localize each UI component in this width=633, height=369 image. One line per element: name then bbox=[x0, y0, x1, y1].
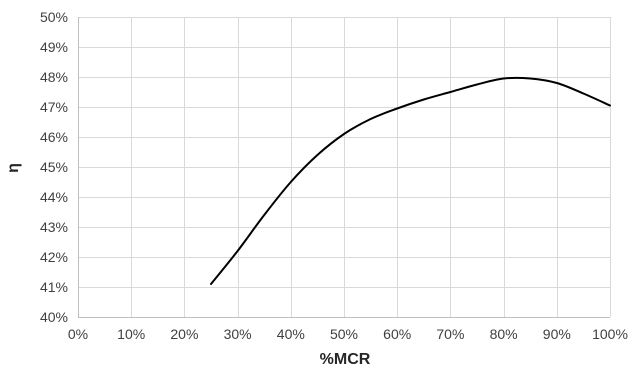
x-tick-label: 40% bbox=[277, 326, 305, 342]
x-tick-label: 10% bbox=[117, 326, 145, 342]
y-tick-label: 44% bbox=[40, 189, 68, 205]
x-tick-label: 70% bbox=[436, 326, 464, 342]
y-axis-ticks: 40% 41% 42% 43% 44% 45% 46% 47% 48% 49% 50% bbox=[40, 9, 68, 325]
y-tick-label: 48% bbox=[40, 69, 68, 85]
x-tick-label: 20% bbox=[170, 326, 198, 342]
y-tick-label: 50% bbox=[40, 9, 68, 25]
y-tick-label: 47% bbox=[40, 99, 68, 115]
efficiency-series-line bbox=[210, 76, 611, 285]
y-tick-label: 40% bbox=[40, 309, 68, 325]
x-tick-label: 60% bbox=[383, 326, 411, 342]
x-tick-label: 80% bbox=[490, 326, 518, 342]
grid bbox=[78, 17, 611, 318]
x-axis-title: %MCR bbox=[320, 351, 371, 368]
x-tick-label: 0% bbox=[68, 326, 88, 342]
y-tick-label: 43% bbox=[40, 219, 68, 235]
axes bbox=[78, 17, 610, 318]
x-tick-label: 30% bbox=[224, 326, 252, 342]
y-tick-label: 45% bbox=[40, 159, 68, 175]
x-tick-label: 50% bbox=[330, 326, 358, 342]
y-tick-label: 41% bbox=[40, 279, 68, 295]
x-axis-ticks: 0% 10% 20% 30% 40% 50% 60% 70% 80% 90% 100% bbox=[68, 326, 628, 342]
y-tick-label: 46% bbox=[40, 129, 68, 145]
y-tick-label: 49% bbox=[40, 39, 68, 55]
x-tick-label: 90% bbox=[543, 326, 571, 342]
series bbox=[210, 76, 611, 285]
y-tick-label: 42% bbox=[40, 249, 68, 265]
x-tick-label: 100% bbox=[592, 326, 628, 342]
y-axis-title: η bbox=[5, 163, 22, 173]
